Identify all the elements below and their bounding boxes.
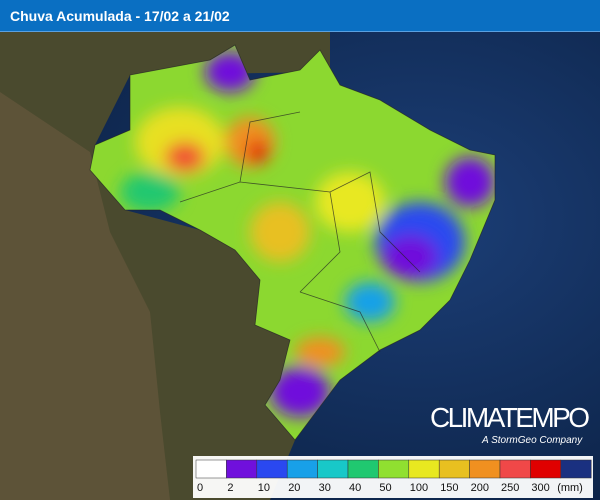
legend-swatch xyxy=(347,459,379,479)
legend-label: 30 xyxy=(319,482,331,494)
legend-swatch xyxy=(560,459,592,479)
legend-swatch xyxy=(469,459,501,479)
legend-label: 200 xyxy=(471,482,489,494)
legend-swatch xyxy=(286,459,318,479)
title: Chuva Acumulada - 17/02 a 21/02 xyxy=(10,8,230,24)
legend-swatch xyxy=(438,459,470,479)
legend-label: 300 xyxy=(531,482,549,494)
legend-swatch xyxy=(226,459,258,479)
brand-tagline: A StormGeo Company xyxy=(481,435,583,446)
legend-label: 20 xyxy=(288,482,300,494)
legend-swatch xyxy=(256,459,288,479)
map: CLIMATEMPO A StormGeo Company 0 2 10 20 30 40… xyxy=(0,32,600,500)
legend-swatch xyxy=(530,459,562,479)
legend-swatch xyxy=(195,459,227,479)
andes xyxy=(0,92,170,500)
legend-label: 100 xyxy=(410,482,428,494)
borders xyxy=(89,44,496,441)
legend-label: 40 xyxy=(349,482,361,494)
brand-name: CLIMATEMPO xyxy=(430,402,590,433)
legend-swatch xyxy=(317,459,349,479)
legend-label: 0 xyxy=(197,482,203,494)
legend-unit: (mm) xyxy=(557,482,583,494)
legend-swatch xyxy=(499,459,531,479)
legend-label: 2 xyxy=(227,482,233,494)
legend: 0 2 10 20 30 40 50 100 150 200 250 300 (mm) xyxy=(195,459,592,494)
legend-label: 150 xyxy=(440,482,458,494)
legend-swatch xyxy=(408,459,440,479)
legend-label: 10 xyxy=(258,482,270,494)
legend-label: 50 xyxy=(379,482,391,494)
title-bar: Chuva Acumulada - 17/02 a 21/02 xyxy=(0,0,600,32)
legend-label: 250 xyxy=(501,482,519,494)
legend-swatch xyxy=(378,459,410,479)
